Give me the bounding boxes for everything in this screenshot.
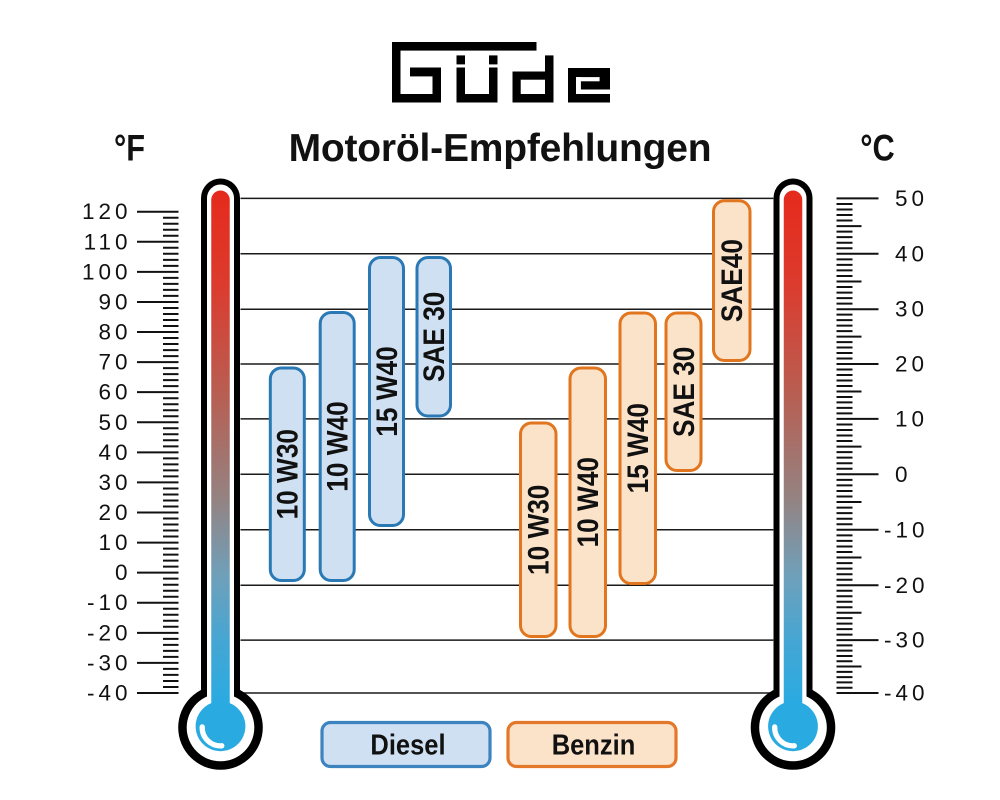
svg-text:50: 50 [895,186,928,211]
svg-text:10: 10 [98,530,131,555]
svg-text:0: 0 [115,560,132,585]
svg-text:SAE40: SAE40 [716,239,749,322]
svg-text:-20: -20 [87,620,132,645]
svg-text:-10: -10 [884,517,929,542]
svg-text:70: 70 [98,350,131,375]
svg-text:30: 30 [98,470,131,495]
svg-text:°C: °C [860,128,894,170]
svg-text:10 W30: 10 W30 [271,429,304,519]
svg-text:40: 40 [98,440,131,465]
svg-text:-20: -20 [884,573,929,598]
svg-text:40: 40 [895,241,928,266]
svg-text:-40: -40 [884,681,929,706]
svg-text:Benzin: Benzin [552,728,636,761]
svg-text:10 W40: 10 W40 [572,457,605,547]
svg-text:-30: -30 [87,650,132,675]
svg-text:10 W30: 10 W30 [522,485,555,575]
svg-text:-40: -40 [87,681,132,706]
svg-text:10 W40: 10 W40 [321,401,354,491]
svg-text:-30: -30 [884,628,929,653]
svg-text:°F: °F [114,128,145,170]
svg-text:90: 90 [98,289,131,314]
svg-text:Diesel: Diesel [370,728,445,761]
svg-text:120: 120 [82,199,132,224]
svg-text:Motoröl-Empfehlungen: Motoröl-Empfehlungen [289,127,712,170]
svg-text:SAE 30: SAE 30 [667,347,700,437]
svg-text:50: 50 [98,410,131,435]
svg-text:20: 20 [98,500,131,525]
svg-text:80: 80 [98,320,131,345]
svg-text:15 W40: 15 W40 [370,346,403,436]
svg-text:110: 110 [84,229,132,254]
svg-text:SAE 30: SAE 30 [418,292,451,382]
svg-text:15 W40: 15 W40 [622,403,655,493]
svg-text:20: 20 [895,352,928,377]
svg-text:0: 0 [895,462,912,487]
svg-text:100: 100 [82,259,132,284]
svg-text:10: 10 [895,406,928,431]
svg-text:60: 60 [98,380,131,405]
svg-text:-10: -10 [87,590,132,615]
svg-text:30: 30 [895,297,928,322]
